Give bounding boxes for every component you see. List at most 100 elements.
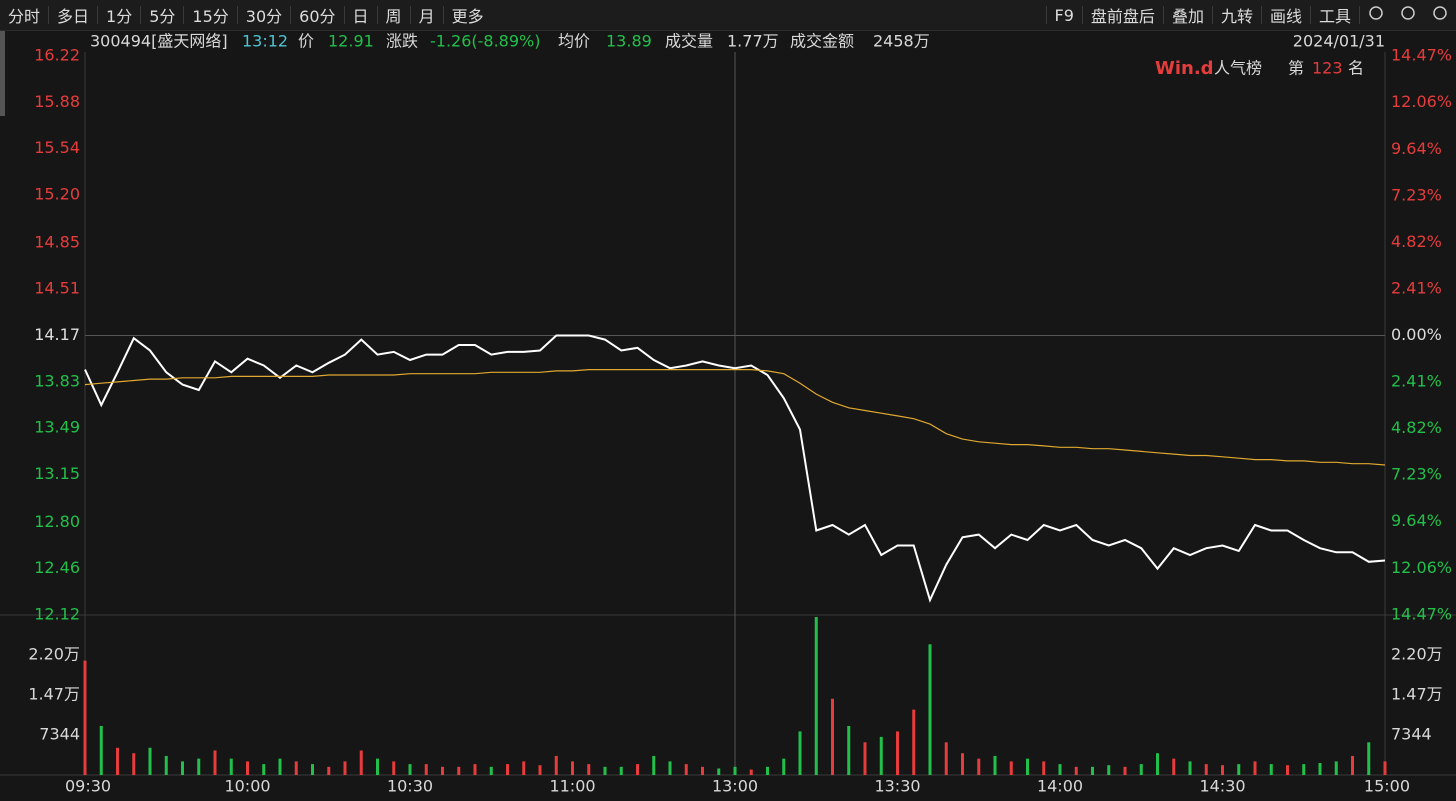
volume-bar: [652, 755, 656, 775]
quote-code: 300494[盛天网络]: [90, 32, 228, 51]
volume-bar: [766, 766, 769, 775]
volume-bar: [1221, 765, 1224, 775]
period-tab[interactable]: 1分: [106, 7, 133, 26]
period-tab[interactable]: 30分: [245, 7, 283, 26]
separator: [1359, 6, 1360, 24]
y-tick-label: 13.83: [34, 371, 80, 390]
x-tick-label: 10:30: [387, 777, 433, 796]
volume-bar: [424, 764, 428, 775]
quote-change: -1.26(-8.89%): [430, 32, 540, 51]
separator: [48, 6, 50, 24]
volume-bar: [262, 764, 266, 775]
ranking-rank: 123: [1312, 59, 1343, 78]
y-tick-label: 14.51: [34, 279, 80, 298]
x-tick-label: 15:00: [1364, 777, 1410, 796]
separator: [97, 6, 99, 24]
volume-bar: [944, 742, 948, 775]
ranking-label: 人气榜: [1214, 59, 1262, 78]
volume-bar: [376, 758, 379, 775]
volume-bar: [1074, 766, 1078, 775]
quote-time: 13:12: [242, 32, 288, 51]
x-tick-label: 13:30: [874, 777, 920, 796]
period-tab[interactable]: 60分: [299, 7, 336, 26]
volume-bar: [733, 766, 737, 775]
tool-button[interactable]: 叠加: [1171, 7, 1204, 26]
y2-tick-label: 14.47%: [1391, 46, 1452, 65]
period-tab[interactable]: 周: [385, 7, 402, 26]
close-icon[interactable]: [1424, 5, 1456, 25]
volume-bar: [246, 761, 249, 775]
period-tab[interactable]: 月: [418, 7, 435, 26]
quote-avg: 13.89: [606, 32, 652, 51]
gear-icon[interactable]: [1360, 5, 1392, 25]
volume-bar: [961, 753, 964, 775]
volume-bar: [294, 761, 298, 775]
tool-button[interactable]: 九转: [1220, 7, 1253, 26]
y2-tick-label: 2.41%: [1391, 278, 1442, 297]
separator: [1309, 6, 1311, 24]
y2-tick-label: 2.41%: [1391, 372, 1442, 391]
volume-bar: [571, 761, 574, 775]
period-tab[interactable]: 5分: [149, 7, 176, 26]
tool-button[interactable]: 画线: [1269, 7, 1302, 26]
quote-label: 涨跌: [386, 32, 418, 51]
period-tab[interactable]: 分时: [8, 7, 41, 26]
tool-button[interactable]: 工具: [1318, 7, 1351, 26]
scrollbar: [0, 30, 5, 116]
volume-bar: [863, 742, 867, 775]
volume-bar: [1269, 764, 1273, 775]
volume-bar: [1139, 764, 1143, 775]
volume-bar: [197, 758, 201, 775]
y-tick-label: 14.17: [34, 325, 80, 344]
separator: [409, 6, 411, 24]
help-icon[interactable]: [1392, 5, 1424, 25]
quote-amount: 2458万: [873, 32, 930, 51]
quote-label: 成交量: [665, 32, 713, 51]
volume-bar: [83, 660, 87, 775]
y2-tick-label: 14.47%: [1391, 605, 1452, 624]
period-tab[interactable]: 多日: [57, 7, 90, 26]
volume-bar: [684, 764, 688, 775]
volume-bar: [1302, 764, 1306, 775]
volume-bar: [1351, 755, 1354, 775]
separator: [1260, 6, 1262, 24]
volume-bar: [701, 766, 704, 775]
y-tick-label: 12.80: [34, 512, 80, 531]
volume-bar: [116, 747, 119, 775]
volume-bar: [1383, 761, 1387, 775]
volume-bar: [213, 750, 217, 775]
volume-bar: [1237, 764, 1241, 775]
y-tick-label: 13.49: [34, 418, 80, 437]
y2-tick-label: 4.82%: [1391, 232, 1442, 251]
separator: [183, 6, 185, 24]
volume-bar: [392, 761, 396, 775]
volume-bar: [554, 755, 558, 775]
period-tab[interactable]: 更多: [451, 7, 484, 26]
volume-bar: [1042, 761, 1046, 775]
volume-bar: [717, 768, 721, 775]
volume-bar: [1367, 742, 1371, 775]
quote-label: 均价: [558, 32, 590, 51]
x-tick-label: 10:00: [224, 777, 270, 796]
x-tick-label: 14:30: [1199, 777, 1245, 796]
volume-bar: [603, 766, 607, 775]
volume-bar: [457, 766, 461, 775]
volume-bar: [229, 758, 233, 775]
volume-bar: [343, 761, 347, 775]
volume-bar: [1204, 764, 1208, 775]
tool-button[interactable]: 盘前盘后: [1090, 7, 1155, 26]
volume-bar: [164, 755, 168, 775]
x-tick-label: 14:00: [1037, 777, 1083, 796]
volume-bar: [359, 750, 363, 775]
quote-label: 成交金额: [790, 32, 854, 51]
volume-bar: [831, 698, 834, 775]
separator: [290, 6, 292, 24]
y2-tick-label: 7.23%: [1391, 185, 1442, 204]
volume-bar: [1026, 758, 1029, 775]
volume-bar: [473, 764, 477, 775]
volume-bar: [782, 758, 786, 775]
period-tab[interactable]: 15分: [192, 7, 229, 26]
volume-bar: [1286, 765, 1289, 775]
tool-button[interactable]: F9: [1054, 5, 1074, 25]
period-tab[interactable]: 日: [352, 7, 369, 26]
